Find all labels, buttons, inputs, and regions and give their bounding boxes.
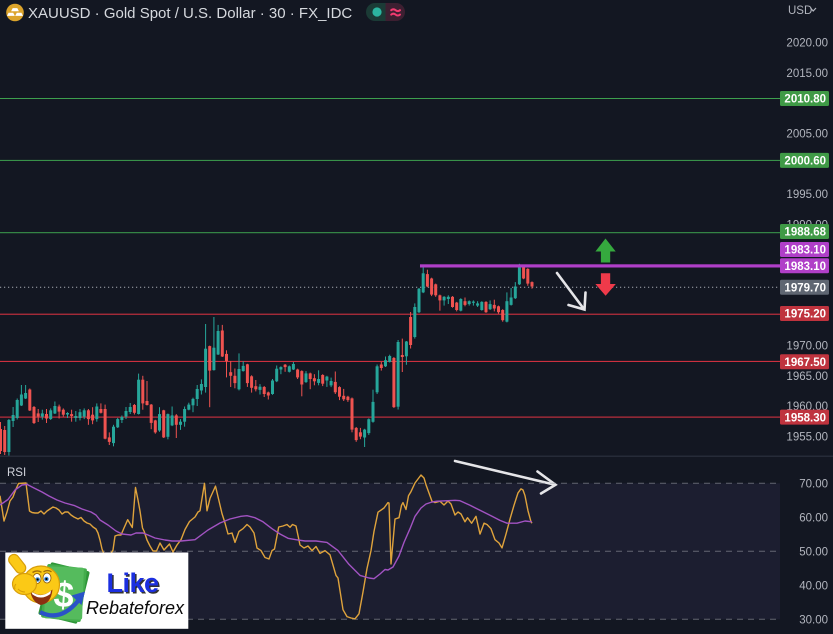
- svg-text:60.00: 60.00: [799, 512, 828, 524]
- svg-text:1983.10: 1983.10: [784, 245, 826, 257]
- svg-text:RSI: RSI: [7, 467, 26, 479]
- svg-text:USD: USD: [788, 5, 812, 17]
- svg-text:1979.70: 1979.70: [784, 282, 826, 294]
- svg-text:2020.00: 2020.00: [786, 38, 828, 50]
- svg-text:70.00: 70.00: [799, 478, 828, 490]
- svg-text:30.00: 30.00: [799, 614, 828, 626]
- svg-text:Like: Like: [107, 568, 160, 598]
- svg-text:1983.10: 1983.10: [784, 261, 826, 273]
- svg-text:Like: Like: [108, 569, 161, 599]
- svg-text:XAUUSD · Gold Spot / U.S. Doll: XAUUSD · Gold Spot / U.S. Dollar · 30 · …: [28, 5, 352, 22]
- svg-text:2010.80: 2010.80: [784, 94, 826, 106]
- svg-text:2000.60: 2000.60: [784, 156, 826, 168]
- svg-text:2015.00: 2015.00: [786, 68, 828, 80]
- svg-text:Rebateforex: Rebateforex: [86, 598, 185, 618]
- svg-text:40.00: 40.00: [799, 580, 828, 592]
- svg-text:2005.00: 2005.00: [786, 129, 828, 141]
- svg-text:1970.00: 1970.00: [786, 341, 828, 353]
- svg-text:1965.00: 1965.00: [786, 371, 828, 383]
- svg-text:1995.00: 1995.00: [786, 189, 828, 201]
- svg-text:1955.00: 1955.00: [786, 431, 828, 443]
- svg-text:50.00: 50.00: [799, 546, 828, 558]
- svg-text:1975.20: 1975.20: [784, 309, 826, 321]
- svg-text:1967.50: 1967.50: [784, 357, 826, 369]
- svg-text:1988.68: 1988.68: [784, 227, 826, 239]
- svg-text:1958.30: 1958.30: [784, 412, 826, 424]
